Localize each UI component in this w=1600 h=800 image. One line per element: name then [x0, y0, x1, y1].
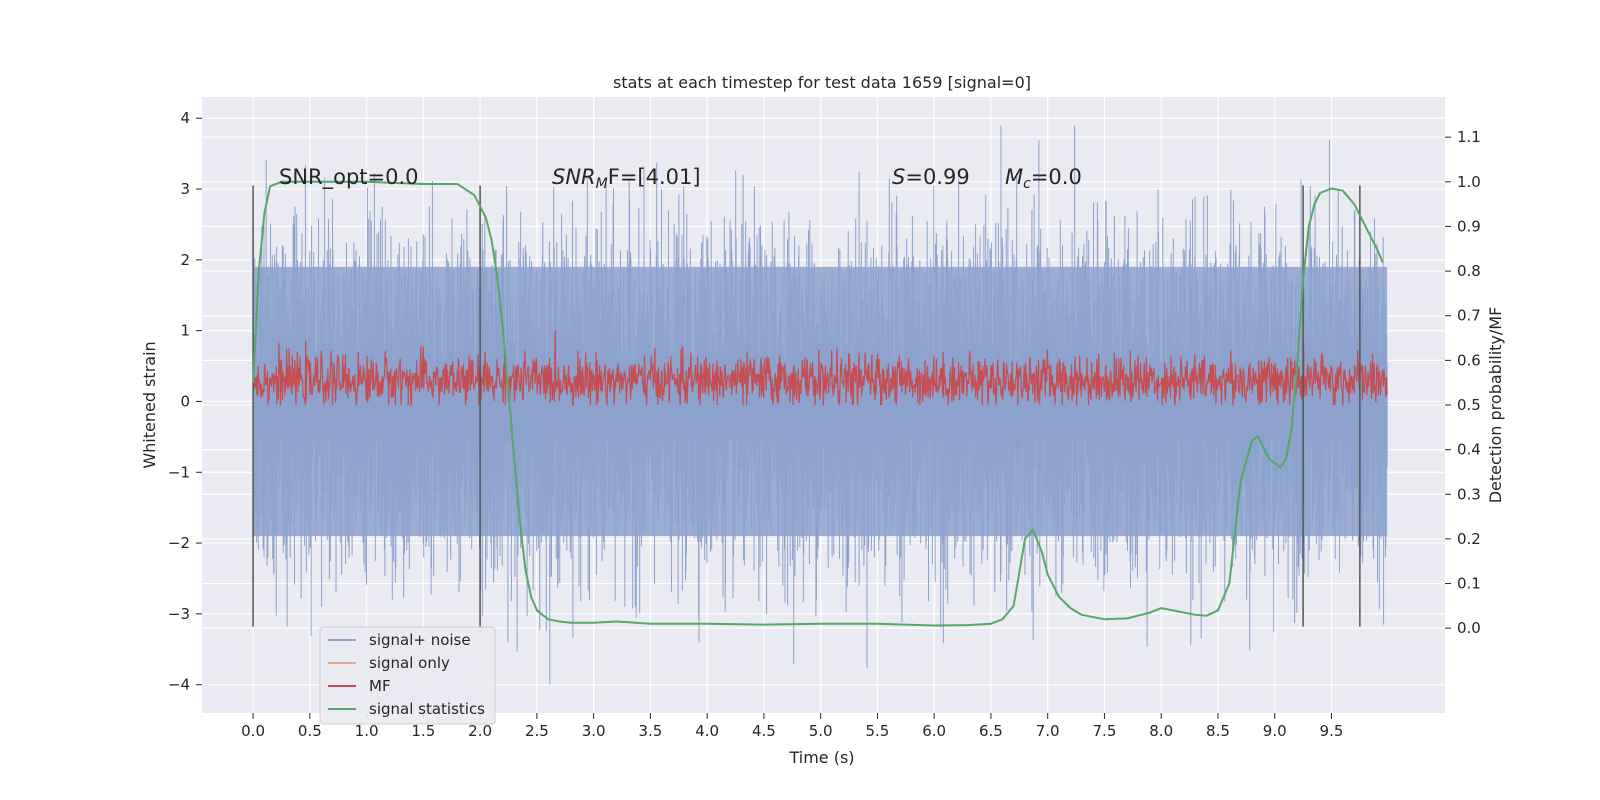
y2-tick-label-8: 0.3	[1457, 485, 1481, 503]
legend-label-mf: MF	[369, 677, 391, 695]
y-tick-label-8: −4	[168, 676, 190, 694]
y-axis-label: Whitened strain	[140, 341, 159, 468]
y2-tick-label-0: 1.1	[1457, 128, 1481, 146]
y2-tick-label-10: 0.1	[1457, 575, 1481, 593]
x-tick-label-12: 6.0	[922, 722, 946, 740]
x-tick-label-19: 9.5	[1320, 722, 1344, 740]
series-signal-noise	[252, 125, 1388, 685]
y-tick-label-2: 2	[180, 251, 190, 269]
y-axis-ticks: 4 3 2 1 0 −1 −2 −3 −4	[168, 109, 202, 694]
vertical-markers	[252, 185, 1361, 627]
y2-tick-label-6: 0.5	[1457, 396, 1481, 414]
signal-statistics-line	[252, 180, 1384, 627]
x-tick-label-15: 7.5	[1093, 722, 1117, 740]
x-tick-label-3: 1.5	[411, 722, 435, 740]
x-tick-label-9: 4.5	[752, 722, 776, 740]
x-tick-label-1: 0.5	[298, 722, 322, 740]
legend-label-signal-only: signal only	[369, 654, 450, 672]
series-signal-statistics	[252, 180, 1384, 627]
series-mf	[252, 330, 1388, 407]
y2-tick-label-4: 0.7	[1457, 307, 1481, 325]
y2-tick-label-2: 0.9	[1457, 217, 1481, 235]
y2-tick-label-3: 0.8	[1457, 262, 1481, 280]
x-tick-label-13: 6.5	[979, 722, 1003, 740]
annotation-snr-mf: SNRMF=[4.01]	[552, 165, 701, 192]
x-tick-label-0: 0.0	[241, 722, 265, 740]
x-tick-label-5: 2.5	[525, 722, 549, 740]
mf-trace	[252, 330, 1388, 407]
x-tick-label-16: 8.0	[1149, 722, 1173, 740]
x-tick-label-14: 7.0	[1036, 722, 1060, 740]
x-axis-ticks: 0.0 0.5 1.0 1.5 2.0 2.5 3.0 3.5 4.0 4.5 5.0 5.5 6.0 6…	[241, 713, 1343, 740]
y2-tick-label-1: 1.0	[1457, 173, 1481, 191]
x-tick-label-18: 9.0	[1263, 722, 1287, 740]
y2-tick-label-5: 0.6	[1457, 351, 1481, 369]
y-tick-label-1: 3	[180, 180, 190, 198]
annotation-mc: Mc=0.0	[1005, 165, 1082, 192]
x-tick-label-7: 3.5	[638, 722, 662, 740]
x-tick-label-11: 5.5	[865, 722, 889, 740]
legend: signal+ noise signal only MF signal stat…	[319, 626, 496, 725]
legend-label-signal-noise: signal+ noise	[369, 631, 471, 649]
y2-axis-ticks: 1.1 1.0 0.9 0.8 0.7 0.6 0.5 0.4 0.3 0.2 0.1 0.0	[1445, 128, 1481, 637]
annotation-s: S=0.99	[892, 165, 970, 189]
y-tick-label-7: −3	[168, 605, 190, 623]
x-tick-label-10: 5.0	[809, 722, 833, 740]
x-tick-label-6: 3.0	[582, 722, 606, 740]
x-tick-label-4: 2.0	[468, 722, 492, 740]
y2-axis-label: Detection probability/MF	[1486, 307, 1505, 504]
y-tick-label-0: 4	[180, 109, 190, 127]
annotation-snr-opt: SNR_opt=0.0	[279, 165, 419, 190]
x-tick-label-2: 1.0	[355, 722, 379, 740]
x-tick-label-17: 8.5	[1206, 722, 1230, 740]
y2-tick-label-11: 0.0	[1457, 619, 1481, 637]
y-tick-label-4: 0	[180, 392, 190, 410]
y-tick-label-3: 1	[180, 322, 190, 340]
x-tick-label-8: 4.0	[695, 722, 719, 740]
x-axis-label: Time (s)	[788, 748, 854, 767]
legend-box	[319, 626, 496, 725]
y2-tick-label-7: 0.4	[1457, 441, 1481, 459]
y-tick-label-6: −2	[168, 534, 190, 552]
legend-label-signal-statistics: signal statistics	[369, 700, 485, 718]
y2-tick-label-9: 0.2	[1457, 530, 1481, 548]
y-tick-label-5: −1	[168, 463, 190, 481]
chart-title: stats at each timestep for test data 165…	[613, 73, 1031, 92]
